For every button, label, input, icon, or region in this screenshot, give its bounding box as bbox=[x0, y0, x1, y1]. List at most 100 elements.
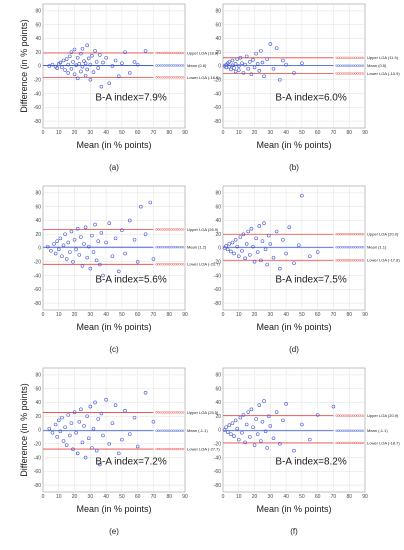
data-point bbox=[252, 65, 257, 70]
data-point bbox=[287, 225, 292, 230]
y-tick-label: 20 bbox=[35, 414, 41, 420]
x-axis-label: Mean (in % points) bbox=[256, 322, 331, 332]
data-point bbox=[113, 58, 118, 63]
data-point bbox=[274, 46, 279, 50]
data-point bbox=[116, 451, 121, 456]
lower-loa-label: Lower LOA (-18.7) bbox=[367, 440, 400, 445]
mean-marker bbox=[182, 64, 185, 67]
data-point bbox=[243, 62, 247, 67]
upper-loa-label: Upper LOA (20.0) bbox=[367, 232, 399, 237]
x-tick-label: 90 bbox=[182, 312, 188, 318]
data-point bbox=[61, 439, 66, 443]
data-point bbox=[237, 437, 241, 442]
data-point bbox=[240, 61, 244, 66]
data-point bbox=[123, 251, 127, 256]
data-point bbox=[107, 442, 112, 446]
data-point bbox=[72, 47, 77, 52]
data-point bbox=[72, 410, 77, 414]
data-point bbox=[255, 250, 260, 254]
data-point bbox=[235, 57, 239, 61]
data-point bbox=[68, 433, 72, 438]
x-tick-label: 50 bbox=[119, 494, 125, 500]
x-tick-label: 20 bbox=[252, 494, 258, 500]
upper-loa-label: Upper LOA (18.9) bbox=[187, 50, 219, 55]
x-tick-label: 90 bbox=[362, 130, 368, 136]
x-tick-label: 80 bbox=[346, 130, 352, 136]
data-point bbox=[244, 422, 249, 427]
ba-index: B-A index=6.0% bbox=[275, 93, 347, 104]
data-point bbox=[331, 404, 336, 409]
data-point bbox=[80, 264, 85, 268]
data-point bbox=[241, 232, 246, 236]
data-point bbox=[50, 430, 55, 435]
data-point bbox=[143, 49, 148, 53]
data-point bbox=[260, 60, 265, 65]
x-tick-label: 60 bbox=[315, 494, 321, 500]
x-tick-label: 40 bbox=[283, 494, 289, 500]
data-point bbox=[246, 229, 251, 234]
lower-loa-label: Lower LOA (-23.7) bbox=[187, 262, 220, 267]
data-point bbox=[243, 440, 247, 445]
upper-loa-marker bbox=[182, 411, 185, 414]
data-point bbox=[135, 444, 140, 449]
data-point bbox=[227, 242, 232, 246]
data-point bbox=[308, 437, 312, 442]
y-tick-label: 40 bbox=[35, 218, 41, 224]
mean-marker bbox=[362, 429, 365, 432]
lower-loa-marker bbox=[362, 259, 365, 262]
y-tick-label: 80 bbox=[35, 373, 41, 379]
data-point bbox=[86, 244, 91, 249]
data-point bbox=[315, 250, 320, 254]
data-point bbox=[248, 253, 252, 257]
data-point bbox=[249, 407, 254, 412]
data-point bbox=[265, 262, 269, 267]
data-point bbox=[47, 64, 52, 68]
y-tick-label: -20 bbox=[34, 77, 41, 83]
y-tick-label: 20 bbox=[215, 232, 221, 238]
data-point bbox=[274, 229, 279, 234]
data-point bbox=[85, 255, 89, 260]
y-tick-label: 0 bbox=[38, 64, 41, 70]
data-point bbox=[107, 81, 112, 85]
data-point bbox=[61, 243, 66, 248]
data-point bbox=[262, 74, 266, 79]
lower-loa-marker bbox=[182, 76, 185, 79]
data-point bbox=[64, 257, 69, 261]
x-tick-label: 90 bbox=[362, 494, 368, 500]
data-point bbox=[229, 67, 233, 72]
upper-loa-label: Upper LOA (20.9) bbox=[367, 413, 399, 418]
data-point bbox=[257, 403, 262, 407]
y-tick-label: 60 bbox=[35, 204, 41, 210]
x-tick-label: 50 bbox=[299, 130, 305, 136]
data-point bbox=[57, 247, 61, 252]
y-tick-label: -60 bbox=[34, 287, 41, 293]
data-point bbox=[151, 257, 156, 261]
panel-c: 0 10 20 30 40 50 60 70 80 90 -80 -60 -40 -20 0 20 40 60 80… bbox=[34, 185, 220, 354]
data-point bbox=[71, 447, 75, 452]
data-point bbox=[71, 60, 75, 64]
ba-index: B-A index=8.2% bbox=[275, 457, 347, 468]
data-point bbox=[63, 68, 67, 72]
y-tick-label: -60 bbox=[214, 105, 221, 111]
y-tick-label: -20 bbox=[214, 259, 221, 265]
x-tick-label: 30 bbox=[88, 130, 94, 136]
data-point bbox=[60, 415, 64, 420]
panel-e: 0 10 20 30 40 50 60 70 80 90 -80 -60 -40 -20 0 20 40 60 80… bbox=[19, 367, 220, 536]
x-tick-label: 10 bbox=[56, 494, 62, 500]
data-point bbox=[284, 62, 288, 67]
data-point bbox=[233, 62, 238, 66]
x-tick-label: 50 bbox=[299, 494, 305, 500]
data-point bbox=[96, 66, 100, 70]
data-point bbox=[237, 64, 241, 68]
upper-loa-marker bbox=[182, 51, 185, 55]
data-point bbox=[75, 451, 80, 456]
data-point bbox=[66, 240, 71, 245]
data-point bbox=[86, 56, 91, 61]
ba-index: B-A index=7.9% bbox=[95, 93, 167, 104]
x-tick-label: 20 bbox=[252, 130, 258, 136]
y-tick-label: -80 bbox=[34, 119, 41, 125]
data-point bbox=[241, 71, 246, 75]
data-point bbox=[222, 428, 227, 432]
data-point bbox=[225, 430, 230, 434]
